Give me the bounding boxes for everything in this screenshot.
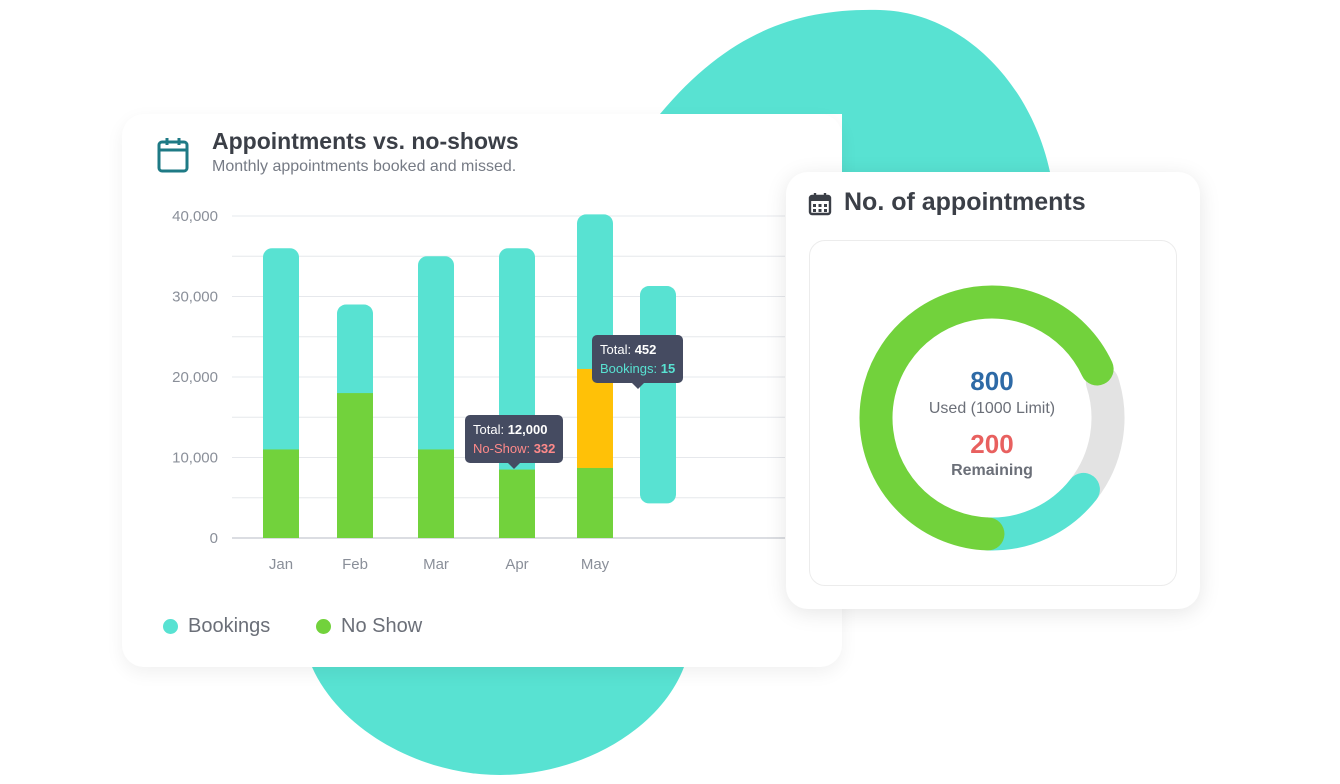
remaining-value: 200 — [970, 429, 1014, 459]
x-tick-label: Jan — [269, 556, 293, 573]
x-tick-label: Feb — [342, 556, 368, 573]
legend-bookings-dot — [163, 619, 178, 634]
chart-title: Appointments vs. no-shows — [212, 128, 519, 154]
remaining-label: Remaining — [951, 462, 1033, 479]
chart-subtitle: Monthly appointments booked and missed. — [212, 158, 517, 175]
calendar-icon — [157, 138, 189, 173]
bar-highlight — [577, 368, 613, 468]
y-tick-label: 10,000 — [172, 450, 218, 467]
bar-no-show — [418, 449, 454, 538]
y-tick-label: 30,000 — [172, 289, 218, 306]
x-tick-label: May — [581, 556, 610, 573]
legend-no-show-label: No Show — [341, 615, 423, 637]
used-label: Used (1000 Limit) — [928, 400, 1056, 417]
bar-bookings — [499, 248, 535, 538]
tooltip-may: Total: 452 Bookings: 15 — [592, 335, 684, 389]
legend-bookings-label: Bookings — [188, 615, 271, 637]
x-tick-label: Apr — [505, 556, 528, 573]
bar-no-show — [499, 469, 535, 538]
y-tick-label: 20,000 — [172, 369, 218, 386]
legend-bookings: Bookings — [163, 615, 270, 638]
tooltip-apr: Total: 12,000 No-Show: 332 — [465, 415, 564, 469]
y-tick-label: 0 — [210, 530, 218, 547]
bar-no-show — [263, 449, 299, 538]
bar-no-show — [337, 393, 373, 538]
bar-no-show — [577, 467, 613, 538]
legend-no-show-dot — [316, 619, 331, 634]
used-value: 800 — [970, 366, 1014, 396]
calendar-grid-icon — [808, 193, 832, 216]
side-card-title: No. of appointments — [844, 188, 1086, 216]
y-tick-label: 40,000 — [172, 208, 218, 225]
donut-used-segment — [859, 285, 1114, 551]
appointments-chart-card — [122, 114, 842, 667]
x-tick-label: Mar — [423, 556, 449, 573]
legend-no-show: No Show — [316, 615, 422, 638]
